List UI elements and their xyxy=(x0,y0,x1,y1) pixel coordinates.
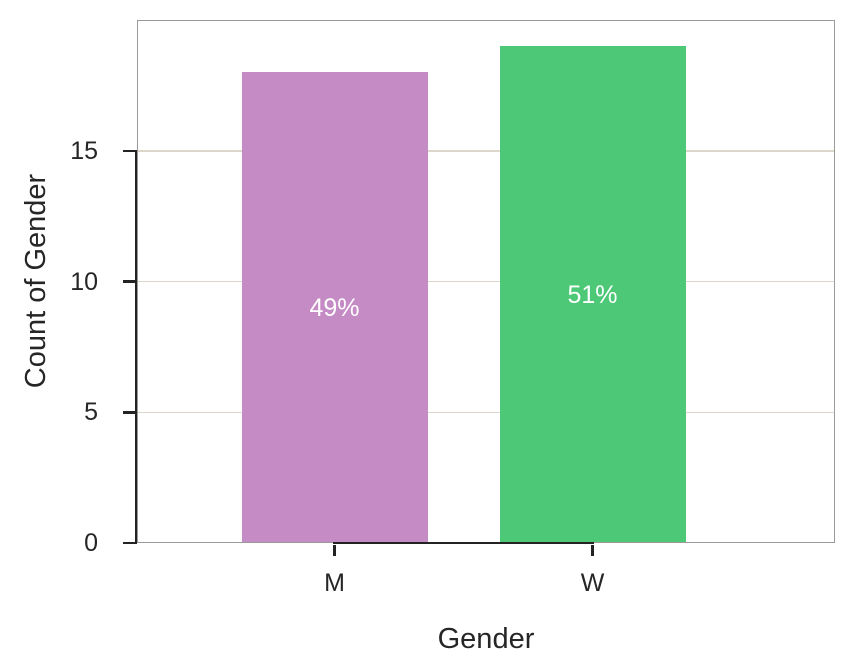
x-axis-spine xyxy=(333,541,594,545)
y-tick xyxy=(123,280,136,283)
gridline xyxy=(137,411,835,413)
x-tick xyxy=(591,544,594,556)
bar-value-label: 51% xyxy=(567,280,618,309)
x-tick xyxy=(333,544,336,556)
plot-area: 49% 51% xyxy=(137,20,835,543)
y-tick xyxy=(123,411,136,414)
bar-m: 49% xyxy=(241,72,428,543)
y-tick-label: 5 xyxy=(84,398,98,427)
bar-value-label: 49% xyxy=(309,293,360,322)
y-tick xyxy=(123,149,136,152)
y-axis-spine xyxy=(134,149,137,545)
gridline xyxy=(137,280,835,283)
y-tick-label: 15 xyxy=(70,136,98,165)
bar-w: 51% xyxy=(499,46,686,543)
y-tick xyxy=(123,541,136,545)
x-axis-title: Gender xyxy=(437,623,535,655)
y-tick-label: 0 xyxy=(84,529,98,557)
x-tick-label: W xyxy=(580,569,605,597)
gridline xyxy=(137,150,835,152)
x-tick-label: M xyxy=(324,569,345,597)
y-tick-label: 10 xyxy=(70,267,98,296)
